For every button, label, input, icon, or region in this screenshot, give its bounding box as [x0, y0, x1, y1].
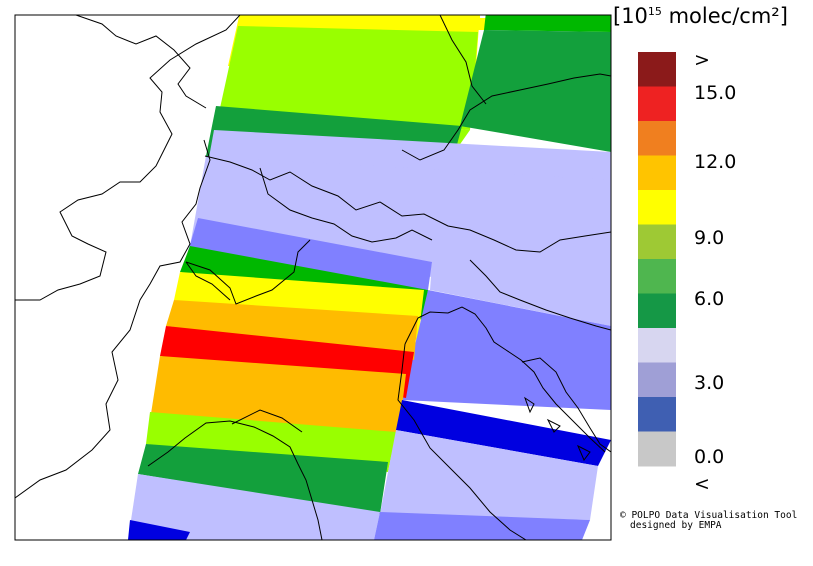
swath-band-blue — [396, 400, 611, 466]
coastline-adriatic — [404, 306, 606, 453]
credit-text: © POLPO Data Visualisation Tool designed… — [620, 511, 797, 531]
legend-swatch — [638, 259, 676, 294]
legend-tick-label: 3.0 — [694, 372, 724, 394]
legend-tick-label: < — [694, 473, 710, 495]
border-po — [185, 261, 231, 301]
border-apennines — [231, 409, 303, 433]
unit-exponent: 15 — [647, 5, 662, 18]
border-austria — [401, 73, 611, 161]
border-croatia — [521, 357, 611, 453]
legend-tick-label: 6.0 — [694, 288, 724, 310]
legend-swatch — [638, 121, 676, 156]
legend-swatch — [638, 52, 676, 87]
border-france — [15, 139, 211, 499]
legend-tick-label: 9.0 — [694, 227, 724, 249]
border-north-west — [75, 15, 207, 109]
island-3 — [577, 444, 591, 461]
swath-band-orange — [166, 300, 418, 360]
satellite-swath — [128, 15, 611, 540]
swath-band-dark-green — [138, 444, 388, 514]
legend-tick-label: 12.0 — [694, 151, 736, 173]
coastline-italy-east — [397, 343, 527, 540]
border-northeast — [439, 15, 487, 105]
legend-tick-label: > — [694, 49, 710, 71]
swath-band-dark-green — [460, 30, 611, 152]
legend-swatch — [638, 328, 676, 363]
legend-tick-label: 15.0 — [694, 82, 736, 104]
legend-unit: [1015 molec/cm²] — [613, 4, 788, 28]
unit-suffix: molec/cm²] — [661, 4, 788, 28]
border-swiss — [259, 167, 433, 243]
swath-band-light-green — [220, 26, 478, 130]
legend-swatch — [638, 155, 676, 191]
swath-band-lavender — [128, 474, 380, 540]
legend-swatch — [638, 362, 676, 398]
border-italy-north — [185, 239, 311, 305]
border-west-inner — [15, 15, 241, 301]
legend-swatch — [638, 86, 676, 122]
swath-band-periwinkle — [374, 512, 590, 540]
swath-band-light-green — [146, 412, 396, 472]
coastlines-borders — [15, 15, 611, 540]
legend-swatch — [638, 224, 676, 260]
border-alps — [204, 155, 611, 253]
legend-swatch — [638, 190, 676, 225]
credit-line-2: designed by EMPA — [630, 520, 722, 531]
legend-tick-label: 0.0 — [694, 446, 724, 468]
unit-prefix: [10 — [613, 4, 648, 28]
swath-band-periwinkle — [186, 218, 432, 290]
island-1 — [524, 396, 535, 414]
swath-band-lavender — [430, 262, 611, 326]
color-legend: >15.0 12.0 9.0 6.0 3.0 0.0 < — [638, 49, 736, 495]
coastline-italy-west — [147, 420, 323, 540]
island-2 — [546, 418, 561, 433]
legend-swatch — [638, 397, 676, 432]
map-frame — [14, 14, 612, 541]
legend-swatch — [638, 293, 676, 329]
swath-band-mid-green — [484, 15, 611, 32]
legend-swatch — [638, 431, 676, 467]
border-slovenia — [469, 259, 611, 331]
swath-band-blue — [128, 520, 190, 540]
credit-line-1: © POLPO Data Visualisation Tool — [620, 510, 798, 521]
